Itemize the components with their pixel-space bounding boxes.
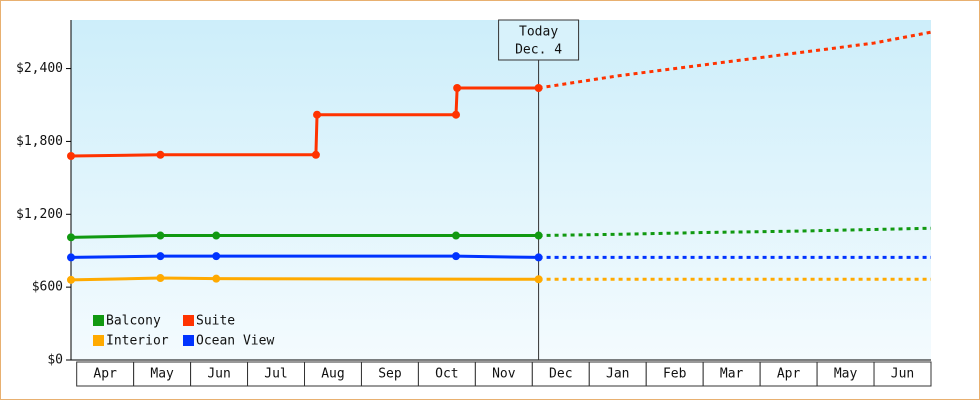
x-tick-box — [133, 361, 192, 387]
point — [534, 253, 543, 262]
point — [311, 150, 320, 159]
plot-area — [71, 20, 931, 360]
point — [452, 231, 461, 240]
x-tick-label: Sep — [378, 367, 402, 382]
point — [534, 84, 543, 92]
point — [67, 253, 75, 262]
point — [212, 252, 221, 261]
x-tick-label: Mar — [720, 367, 744, 382]
x-tick-box — [645, 361, 704, 387]
x-tick-box — [759, 361, 818, 387]
x-tick-label: Nov — [492, 367, 516, 382]
point — [156, 231, 165, 240]
y-tick-label: $600 — [32, 280, 63, 295]
legend-label: Ocean View — [196, 334, 274, 349]
x-tick-box — [360, 361, 419, 387]
point — [452, 252, 461, 261]
legend-label: Interior — [106, 334, 169, 349]
y-tick-label: $1,800 — [16, 134, 63, 149]
y-tick-label: $0 — [47, 353, 63, 368]
x-tick-box — [816, 361, 875, 387]
legend-swatch — [183, 335, 194, 346]
x-tick-label: Jul — [264, 367, 287, 382]
point — [453, 84, 462, 92]
legend-swatch — [183, 315, 194, 326]
point — [313, 110, 322, 119]
today-box — [498, 19, 580, 61]
point — [156, 252, 165, 261]
series-line — [70, 276, 539, 282]
today-label: Today — [519, 25, 558, 40]
point — [67, 275, 75, 284]
forecast-line — [538, 30, 932, 90]
today-date: Dec. 4 — [515, 43, 562, 58]
point — [452, 110, 461, 119]
x-tick-box — [474, 361, 533, 387]
point — [67, 152, 75, 160]
legend-swatch — [93, 315, 104, 326]
x-tick-box — [190, 361, 249, 387]
x-tick-label: Dec — [549, 367, 572, 382]
x-tick-label: Apr — [93, 367, 117, 382]
forecast-line — [538, 226, 932, 238]
point — [212, 274, 221, 283]
point — [156, 150, 165, 159]
x-tick-label: Jun — [207, 367, 230, 382]
x-tick-box — [247, 361, 306, 387]
point — [534, 275, 543, 284]
x-tick-label: Aug — [321, 367, 344, 382]
x-tick-box — [702, 361, 761, 387]
legend-swatch — [93, 335, 104, 346]
point — [212, 231, 221, 240]
series-line — [70, 254, 539, 259]
x-tick-box — [588, 361, 647, 387]
x-tick-box — [304, 361, 362, 387]
x-tick-label: Apr — [777, 367, 801, 382]
x-tick-label: May — [834, 367, 858, 382]
y-tick-label: $1,200 — [16, 207, 63, 222]
x-tick-box — [417, 361, 476, 387]
legend-label: Balcony — [106, 314, 161, 329]
x-tick-label: Jan — [606, 367, 629, 382]
chart-body: $0 $600 $1,200 $1,800 $2,400 Apr May Jun Jul Aug S… — [16, 19, 932, 387]
legend-label: Suite — [196, 314, 235, 329]
y-tick-label: $2,400 — [16, 61, 63, 76]
x-tick-label: Jun — [891, 367, 914, 382]
x-tick-box — [873, 361, 932, 387]
x-tick-label: Oct — [435, 367, 458, 382]
x-tick-label: May — [150, 367, 174, 382]
x-tick-label: Feb — [663, 367, 687, 382]
point — [156, 274, 165, 283]
point — [67, 233, 75, 242]
point — [534, 231, 543, 240]
